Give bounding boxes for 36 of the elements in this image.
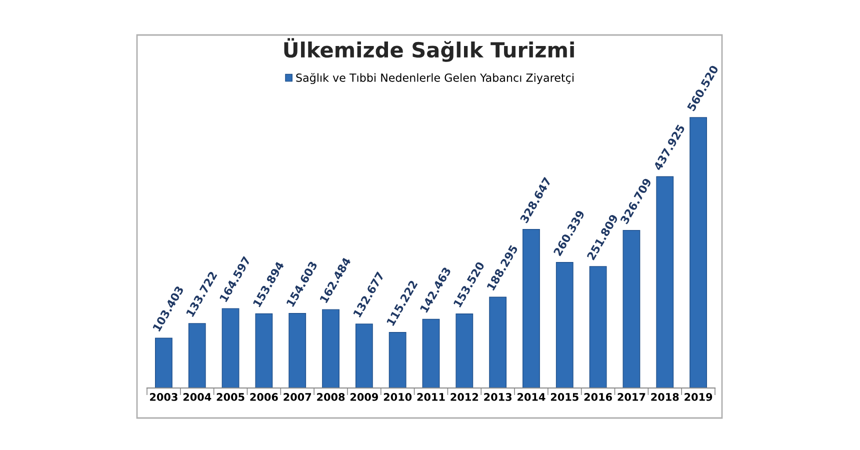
x-tick-label: 2017	[618, 393, 646, 401]
x-tick-label: 2015	[550, 393, 578, 401]
x-tick-label: 2004	[183, 393, 212, 401]
bar	[388, 332, 406, 388]
x-tick-label: 2006	[250, 393, 278, 401]
x-tick-label: 2007	[284, 393, 312, 401]
bar	[589, 266, 607, 388]
bar	[456, 314, 474, 388]
bar	[355, 324, 373, 388]
x-tick-label: 2012	[450, 393, 478, 401]
chart-title: Ülkemizde Sağlık Turizmi	[284, 38, 574, 62]
bar	[622, 230, 640, 388]
bar	[288, 313, 306, 388]
x-tick-label: 2011	[417, 393, 445, 401]
bar	[222, 308, 240, 388]
x-tick-label: 2009	[350, 393, 378, 401]
bar	[255, 313, 273, 388]
x-tick-label: 2018	[651, 393, 679, 401]
x-tick-label: 2013	[484, 393, 512, 401]
bar	[656, 176, 674, 388]
bar	[690, 117, 707, 388]
bar	[422, 318, 440, 388]
legend-label: Sağlık ve Tıbbi Nedenlerle Gelen Yabancı Ziyaretçi	[296, 73, 574, 84]
bar	[489, 296, 507, 388]
bar	[155, 338, 172, 388]
x-tick-label: 2014	[518, 393, 546, 401]
x-tick-label: 2010	[384, 393, 412, 401]
x-tick-label: 2005	[216, 393, 244, 401]
bar	[188, 323, 206, 388]
x-tick-label: 2008	[317, 393, 345, 401]
bar	[322, 309, 340, 388]
bar	[522, 229, 540, 388]
bar	[556, 262, 574, 388]
x-tick-label: 2019	[684, 393, 712, 401]
x-tick-label: 2016	[584, 393, 612, 401]
x-tick-label: 2003	[150, 393, 178, 401]
